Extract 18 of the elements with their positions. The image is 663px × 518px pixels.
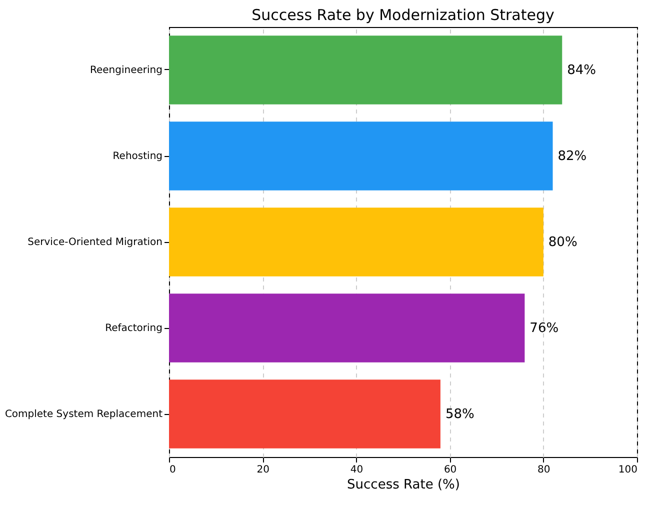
y-tick-label: Refactoring: [105, 323, 162, 334]
chart-title: Success Rate by Modernization Strategy: [252, 6, 554, 24]
data-label: 82%: [558, 149, 587, 164]
x-tick-label: 20: [256, 464, 270, 476]
y-tick-label: Complete System Replacement: [4, 409, 163, 420]
data-label: 84%: [567, 63, 596, 78]
x-tick-label: 0: [170, 464, 176, 476]
x-tick-label: 80: [538, 464, 550, 476]
x-tick-label: 60: [444, 464, 457, 476]
data-label: 58%: [445, 407, 474, 422]
data-label: 80%: [548, 235, 578, 250]
x-tick-label: 40: [350, 464, 364, 476]
y-tick-label: Reengineering: [90, 65, 162, 76]
data-label: 76%: [530, 321, 559, 336]
x-tick-label: 100: [618, 464, 638, 476]
y-tick-label: Rehosting: [112, 151, 162, 162]
y-tick-label: Service-Oriented Migration: [28, 237, 162, 248]
x-axis-title: Success Rate (%): [347, 478, 460, 492]
